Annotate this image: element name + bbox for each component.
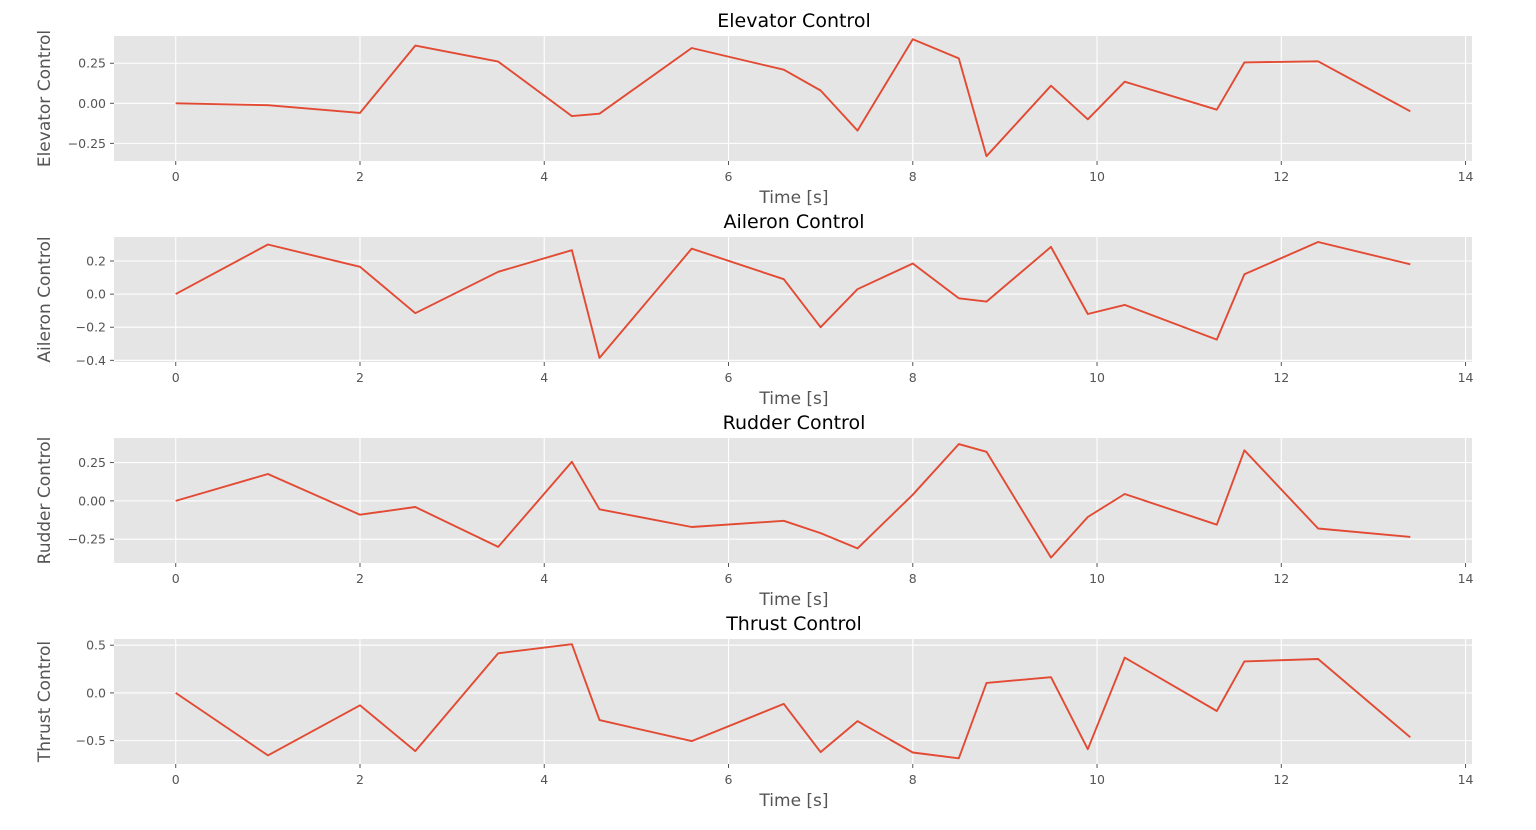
subplot-title: Elevator Control	[717, 10, 870, 32]
y-axis-label: Aileron Control	[35, 236, 55, 362]
subplot-2: 0 2 4 6 8 10 12 14 −0.4 −0.2 0.0 0.2 Aileron Control…	[35, 211, 1474, 409]
x-tick-label: 4	[540, 571, 548, 586]
x-tick-label: 12	[1273, 571, 1289, 586]
y-tick-label: −0.2	[76, 320, 106, 335]
y-tick-label: −0.5	[76, 733, 106, 748]
y-tick-label: 0.2	[86, 254, 106, 269]
subplot-title: Aileron Control	[723, 211, 864, 233]
y-tick-label: 0.25	[78, 455, 106, 470]
x-tick-label: 6	[725, 571, 733, 586]
y-tick-label: 0.0	[86, 287, 106, 302]
x-tick-label: 8	[909, 571, 917, 586]
x-tick-label: 2	[356, 169, 364, 184]
x-tick-label: 6	[725, 772, 733, 787]
subplot-title: Rudder Control	[723, 412, 866, 434]
subplot-4: 0 2 4 6 8 10 12 14 −0.5 0.0 0.5 Thrust Control Time …	[35, 613, 1474, 811]
x-tick-label: 14	[1458, 772, 1474, 787]
x-tick-label: 12	[1273, 169, 1289, 184]
y-tick-label: 0.0	[86, 685, 106, 700]
y-tick-label: −0.4	[76, 353, 106, 368]
y-tick-label: 0.00	[78, 493, 106, 508]
x-tick-label: 4	[540, 169, 548, 184]
x-tick-label: 0	[172, 772, 180, 787]
plot-background	[114, 639, 1472, 764]
y-tick-label: 0.25	[78, 56, 106, 71]
y-tick-label: −0.25	[68, 532, 106, 547]
subplot-title: Thrust Control	[725, 613, 862, 635]
y-tick-label: 0.00	[78, 96, 106, 111]
x-tick-label: 10	[1089, 571, 1105, 586]
y-axis-label: Rudder Control	[35, 437, 55, 565]
x-tick-label: 2	[356, 370, 364, 385]
x-tick-label: 8	[909, 169, 917, 184]
x-axis-label: Time [s]	[758, 188, 828, 208]
x-tick-label: 12	[1273, 772, 1289, 787]
x-tick-label: 6	[725, 370, 733, 385]
x-tick-label: 10	[1089, 370, 1105, 385]
x-tick-label: 12	[1273, 370, 1289, 385]
x-axis-label: Time [s]	[758, 590, 828, 610]
x-tick-label: 0	[172, 370, 180, 385]
x-axis-label: Time [s]	[758, 791, 828, 811]
subplot-3: 0 2 4 6 8 10 12 14 −0.25 0.00 0.25 Rudder Control Ti…	[35, 412, 1474, 610]
subplot-1: 0 2 4 6 8 10 12 14 −0.25 0.00 0.25 Elevator Control…	[35, 10, 1474, 208]
x-tick-label: 14	[1458, 370, 1474, 385]
x-tick-label: 6	[725, 169, 733, 184]
x-tick-label: 4	[540, 772, 548, 787]
y-axis-label: Thrust Control	[35, 641, 55, 763]
x-tick-label: 4	[540, 370, 548, 385]
x-tick-label: 8	[909, 772, 917, 787]
y-axis-label: Elevator Control	[35, 30, 55, 167]
x-tick-label: 10	[1089, 169, 1105, 184]
y-tick-label: 0.5	[86, 638, 106, 653]
x-axis-label: Time [s]	[758, 389, 828, 409]
x-tick-label: 10	[1089, 772, 1105, 787]
x-tick-label: 14	[1458, 571, 1474, 586]
y-tick-label: −0.25	[68, 136, 106, 151]
x-tick-label: 14	[1458, 169, 1474, 184]
plot-background	[114, 237, 1472, 362]
x-tick-label: 2	[356, 772, 364, 787]
x-tick-label: 2	[356, 571, 364, 586]
plot-background	[114, 36, 1472, 161]
x-tick-label: 0	[172, 571, 180, 586]
x-tick-label: 0	[172, 169, 180, 184]
x-tick-label: 8	[909, 370, 917, 385]
